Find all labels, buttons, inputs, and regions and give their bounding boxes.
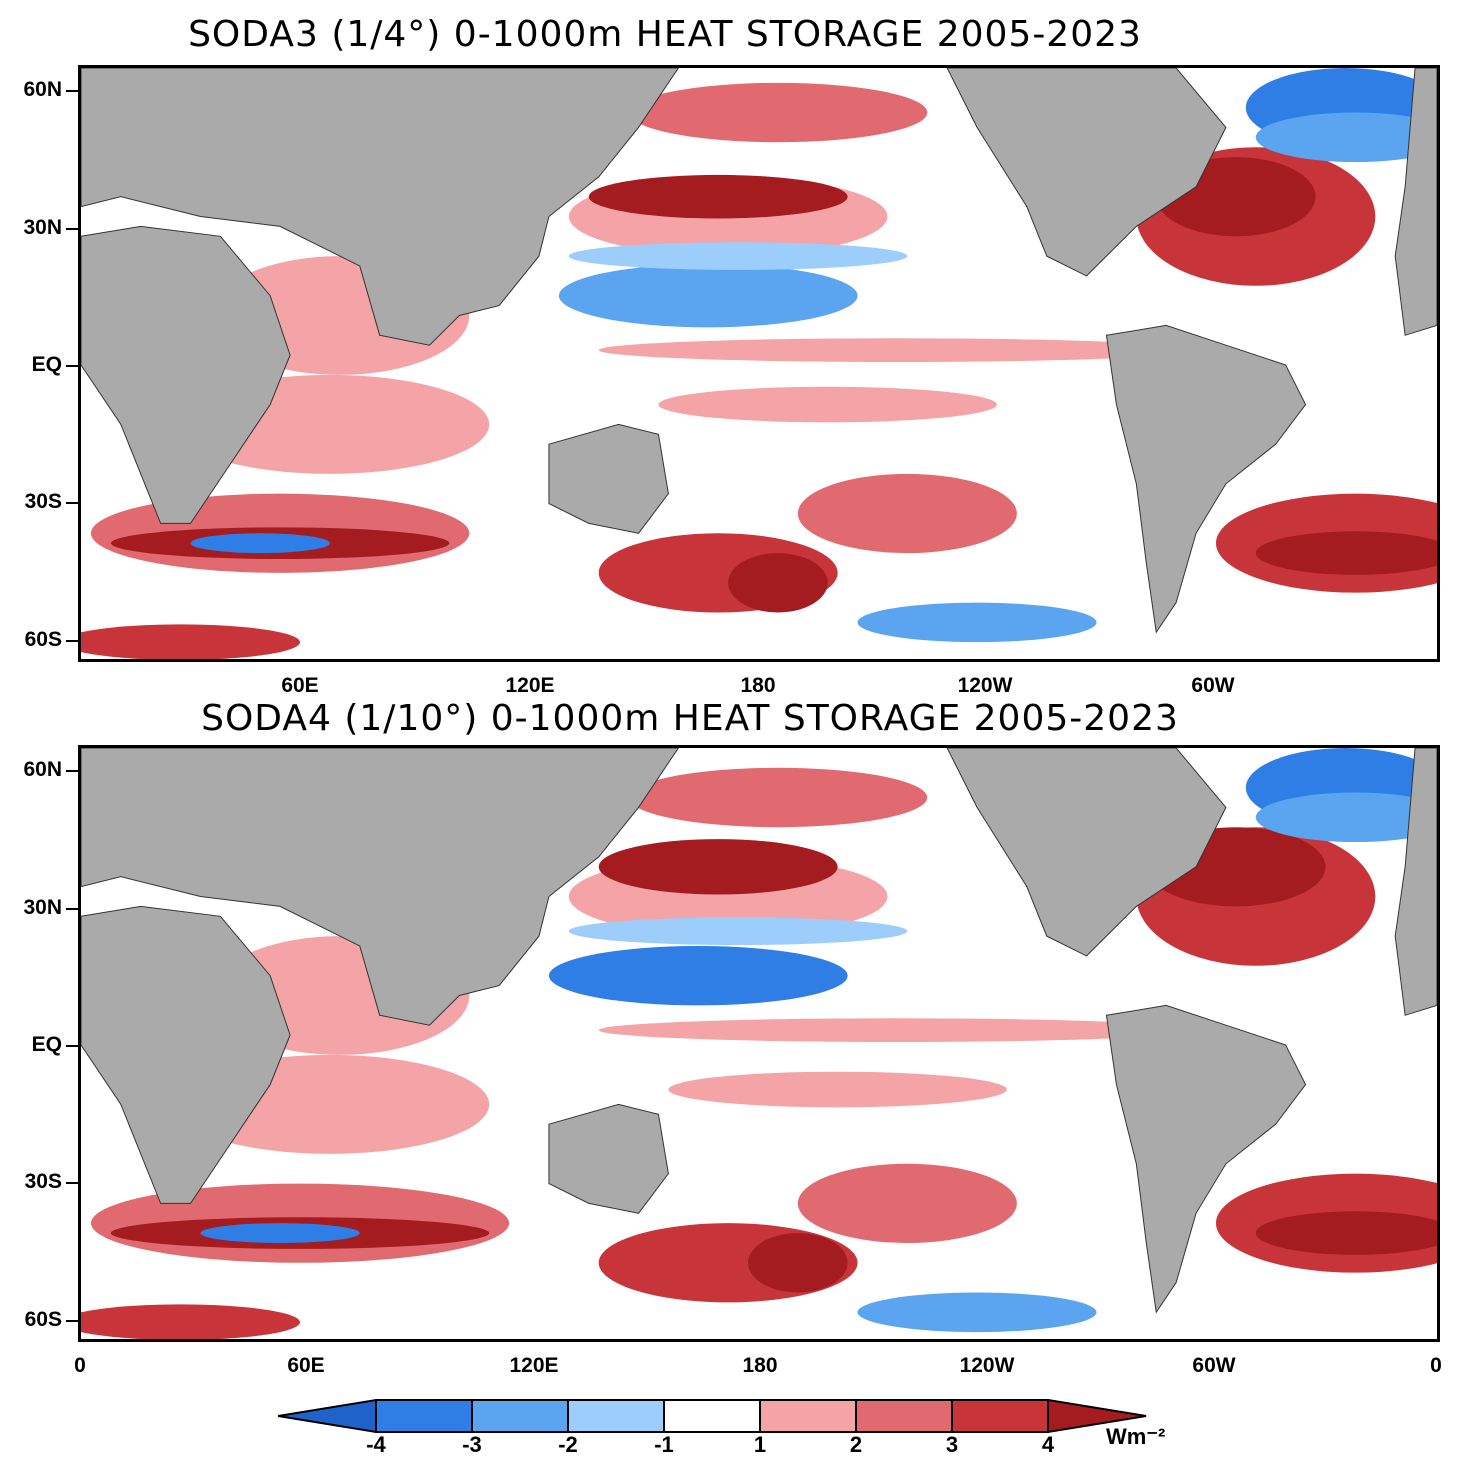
colorbar-box — [855, 1399, 953, 1433]
lat-label-30s-p2: 30S — [24, 1170, 62, 1193]
colorbar-box — [567, 1399, 665, 1433]
lon-label-120e-p1: 120E — [505, 674, 555, 697]
lat-label-eq-p1: EQ — [31, 353, 62, 376]
lat-tick — [66, 640, 78, 642]
lat-label-60s-p2: 60S — [24, 1308, 62, 1331]
colorbar-label: -3 — [462, 1432, 482, 1457]
colorbar-box — [663, 1399, 761, 1433]
colorbar-box — [951, 1399, 1049, 1433]
lat-label-60s-p1: 60S — [24, 628, 62, 651]
colorbar-label: 1 — [753, 1432, 767, 1457]
lon-label-60e-p2: 60E — [287, 1354, 325, 1377]
lat-tick — [66, 502, 78, 504]
lon-label-60w-p2: 60W — [1192, 1354, 1236, 1377]
soda3-map-graphic — [81, 68, 1437, 659]
lon-label-60e-p1: 60E — [281, 674, 319, 697]
lat-tick — [66, 1320, 78, 1322]
colorbar-label: -2 — [558, 1432, 578, 1457]
colorbar-label: 4 — [1041, 1432, 1055, 1457]
soda4-map-graphic — [81, 748, 1437, 1339]
colorbar-box — [471, 1399, 569, 1433]
soda3-map — [78, 65, 1440, 662]
colorbar-label: 3 — [945, 1432, 959, 1457]
lon-label-120w-p2: 120W — [959, 1354, 1015, 1377]
panel-2-title: SODA4 (1/10°) 0-1000m HEAT STORAGE 2005-… — [201, 698, 1179, 739]
colorbar-label: -4 — [366, 1432, 386, 1457]
lat-label-eq-p2: EQ — [31, 1033, 62, 1056]
lat-label-30n-p2: 30N — [23, 896, 62, 919]
lon-label-120e-p2: 120E — [509, 1354, 559, 1377]
lat-label-30s-p1: 30S — [24, 490, 62, 513]
colorbar-box — [759, 1399, 857, 1433]
lon-label-60w-p1: 60W — [1191, 674, 1235, 697]
lon-label-180-p2: 180 — [742, 1354, 778, 1377]
colorbar-label: 2 — [849, 1432, 863, 1457]
lat-label-30n-p1: 30N — [23, 216, 62, 239]
lat-tick — [66, 770, 78, 772]
colorbar-units: Wm⁻² — [1106, 1424, 1166, 1449]
lat-tick — [66, 1182, 78, 1184]
lat-tick — [66, 228, 78, 230]
lat-tick — [66, 90, 78, 92]
lat-label-60n-p2: 60N — [23, 758, 62, 781]
colorbar-label: -1 — [654, 1432, 674, 1457]
soda4-map — [78, 745, 1440, 1342]
soda3-land — [81, 68, 1437, 634]
colorbar-arrow-left — [278, 1398, 377, 1434]
colorbar-arrow-right — [1047, 1398, 1147, 1434]
lon-label-0-right-p2: 0 — [1430, 1354, 1442, 1377]
lat-tick — [66, 908, 78, 910]
lat-tick — [66, 1045, 78, 1047]
lat-label-60n-p1: 60N — [23, 78, 62, 101]
lat-tick — [66, 365, 78, 367]
lon-label-180-p1: 180 — [740, 674, 776, 697]
lon-label-120w-p1: 120W — [957, 674, 1013, 697]
colorbar — [278, 1398, 1147, 1434]
panel-1-title: SODA3 (1/4°) 0-1000m HEAT STORAGE 2005-2… — [188, 14, 1142, 55]
colorbar-box — [375, 1399, 473, 1433]
lon-label-0-left-p2: 0 — [74, 1354, 86, 1377]
soda4-land — [81, 748, 1437, 1314]
